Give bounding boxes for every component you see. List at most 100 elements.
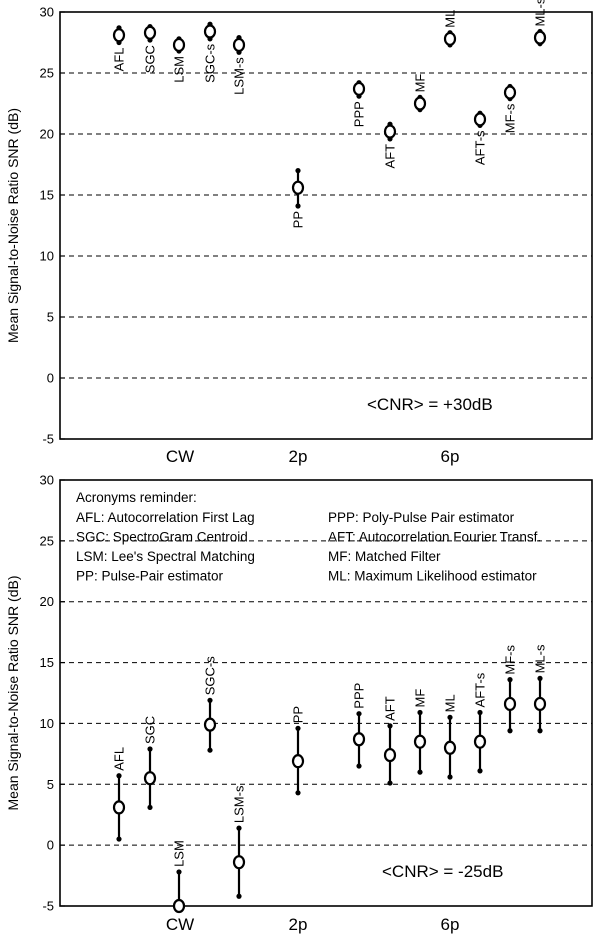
point-label: AFL (112, 48, 127, 72)
plot-frame (59, 11, 593, 440)
point-label: LSM-s (232, 57, 247, 95)
mean-marker (291, 754, 305, 769)
point-label: PP (291, 211, 306, 228)
error-cap-low (116, 836, 122, 842)
mean-marker (352, 732, 366, 747)
point-label: AFT (383, 696, 398, 721)
group-label: CW (166, 915, 194, 934)
point-label: LSM (172, 56, 187, 83)
y-tick-label: 0 (47, 371, 54, 386)
point-label: SGC (143, 45, 158, 73)
mean-marker (232, 37, 246, 53)
error-cap-low (236, 893, 242, 899)
mean-marker (143, 25, 157, 40)
error-cap-high (207, 697, 213, 703)
error-cap-high (236, 825, 242, 831)
mean-marker (203, 717, 217, 732)
mean-marker (203, 24, 217, 39)
error-cap-low (387, 780, 393, 786)
group-label: 2p (289, 915, 308, 934)
mean-marker (383, 124, 397, 139)
error-cap-high (356, 711, 362, 717)
point-label: PPP (352, 683, 367, 709)
point-label: PPP (352, 101, 367, 127)
point-label: PP (291, 706, 306, 723)
y-tick-label: 25 (40, 533, 54, 548)
error-cap-low (447, 774, 453, 780)
y-tick-label: 25 (40, 66, 54, 81)
error-cap-low (507, 728, 513, 734)
mean-marker (533, 30, 547, 45)
error-cap-high (537, 675, 543, 681)
group-label: 6p (441, 447, 460, 466)
point-label: AFT-s (473, 672, 488, 707)
point-label: ML-s (533, 0, 548, 27)
mean-marker (413, 96, 427, 111)
mean-marker (112, 28, 126, 43)
legend-entry-left: LSM: Lee's Spectral Matching (76, 549, 255, 564)
error-cap-high (176, 869, 182, 875)
error-cap-low (417, 769, 423, 775)
mean-marker (503, 85, 517, 100)
error-cap-low (147, 804, 153, 811)
group-label: CW (166, 447, 194, 466)
point-label: LSM (172, 840, 187, 867)
point-label: MF (413, 74, 428, 93)
point-label: AFT-s (473, 130, 488, 165)
y-tick-label: 30 (40, 473, 54, 488)
error-cap-high (387, 723, 393, 729)
point-label: SGC (143, 716, 158, 744)
y-tick-label: 5 (47, 310, 54, 325)
mean-marker (291, 180, 305, 195)
error-cap-high (116, 773, 122, 779)
error-cap-low (477, 768, 483, 774)
cnr-annotation: <CNR> = -25dB (382, 862, 503, 881)
error-cap-high (477, 709, 483, 716)
error-cap-low (537, 728, 543, 734)
mean-marker (172, 37, 186, 53)
mean-marker (383, 747, 397, 763)
point-label: SGC-s (203, 43, 218, 82)
group-label: 6p (441, 915, 460, 934)
mean-marker (413, 734, 427, 749)
point-label: SGC-s (203, 656, 218, 696)
mean-marker (352, 81, 366, 96)
mean-marker (503, 696, 517, 712)
error-cap-high (447, 714, 453, 720)
mean-marker (143, 771, 157, 786)
y-axis-label: Mean Signal-to-Noise Ratio SNR (dB) (5, 108, 21, 343)
legend-entry-left: SGC: SpectroGram Centroid (76, 530, 248, 545)
error-cap-high (507, 677, 513, 683)
mean-marker (443, 31, 457, 46)
mean-marker (172, 898, 186, 914)
legend-entry-left: AFL: Autocorrelation First Lag (76, 510, 255, 525)
point-label: MF-s (503, 103, 518, 133)
point-label: ML-s (533, 644, 548, 673)
y-tick-label: 20 (40, 594, 54, 609)
plot-frame (59, 479, 593, 907)
mean-marker (443, 740, 457, 755)
point-label: ML (443, 694, 458, 712)
legend-entry-right: MF: Matched Filter (328, 549, 441, 564)
point-label: AFT (383, 144, 398, 169)
y-tick-label: -5 (42, 432, 54, 447)
y-tick-label: 10 (40, 249, 54, 264)
y-tick-label: -5 (42, 899, 54, 914)
error-cap-low (295, 790, 301, 796)
error-cap-high (295, 725, 301, 731)
y-tick-label: 15 (40, 188, 54, 203)
chart-panel-bottom: 30 25 20 15 10 5 0 -5 Mean Signal-to-Noise Ratio… (5, 473, 593, 934)
mean-marker (473, 112, 487, 127)
legend-entry-right: AFT: Autocorrelation Fourier Transf. (328, 530, 541, 545)
point-label: MF (413, 689, 428, 708)
y-axis-label: Mean Signal-to-Noise Ratio SNR (dB) (5, 576, 21, 811)
mean-marker (232, 855, 246, 870)
point-label: AFL (112, 747, 127, 771)
cnr-annotation: <CNR> = +30dB (367, 395, 493, 414)
mean-marker (533, 696, 547, 712)
y-tick-label: 15 (40, 655, 54, 670)
point-label: MF-s (503, 645, 518, 675)
legend-title: Acronyms reminder: (76, 490, 197, 505)
legend-entry-right: ML: Maximum Likelihood estimator (328, 569, 537, 584)
